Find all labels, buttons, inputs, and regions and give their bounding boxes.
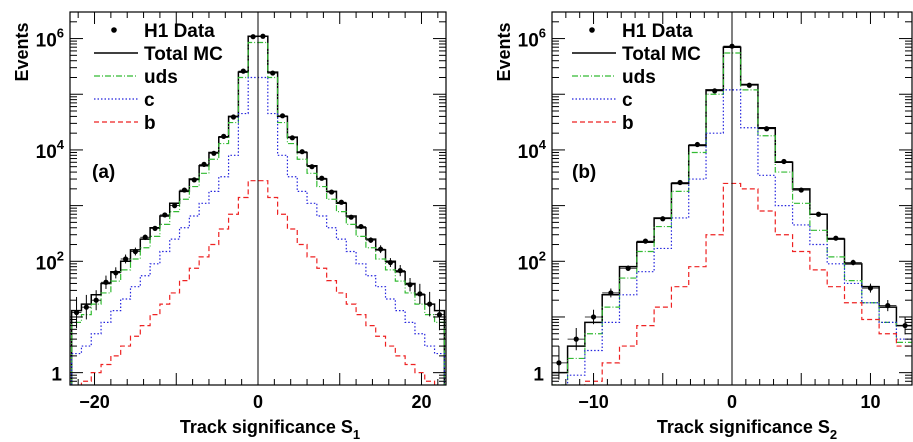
panel-b: 1 102 104 106 −10 0 10 Track significance S2 Eve…	[494, 11, 913, 442]
data-point	[279, 113, 286, 119]
y-tick-label: 1	[51, 365, 62, 386]
data-point	[590, 314, 597, 320]
data-point	[608, 290, 614, 296]
data-point	[397, 268, 403, 274]
data-point	[833, 235, 839, 241]
data-point	[427, 301, 433, 307]
data-point	[417, 291, 423, 297]
data-point	[625, 265, 631, 271]
legend-label: b	[144, 113, 156, 134]
data-point	[103, 279, 109, 285]
data-point	[191, 177, 197, 183]
legend-label: c	[622, 90, 633, 111]
y-tick-label: 1	[533, 365, 544, 386]
data-point	[338, 199, 344, 205]
panel-label: (a)	[92, 162, 115, 183]
legend-label: Total MC	[144, 44, 223, 65]
data-point	[328, 189, 335, 195]
legend-label: uds	[622, 67, 656, 88]
data-point	[677, 179, 683, 186]
data-point	[319, 175, 325, 181]
data-point	[162, 212, 168, 218]
data-point	[250, 34, 256, 40]
y-tick-label: 104	[36, 137, 65, 163]
data-point	[73, 309, 80, 316]
data-point	[556, 360, 562, 366]
data-point	[387, 259, 394, 266]
data-point	[746, 82, 752, 88]
data-point	[83, 304, 89, 310]
data-point	[815, 211, 822, 217]
data-point	[798, 187, 804, 193]
data-point	[885, 303, 891, 309]
x-tick-label: 20	[411, 392, 431, 412]
x-tick-label: 0	[253, 392, 263, 412]
panel-label: (b)	[572, 162, 596, 183]
data-point	[211, 150, 217, 156]
data-point	[132, 248, 138, 255]
data-point	[93, 297, 99, 303]
y-axis-title: Events	[494, 22, 514, 81]
histogram-uds	[552, 52, 912, 385]
data-point	[240, 68, 246, 74]
y-tick-label: 102	[36, 248, 64, 274]
data-point	[270, 70, 276, 76]
legend-label: H1 Data	[144, 21, 215, 42]
legend-label: c	[144, 90, 155, 111]
legend-label: Total MC	[622, 44, 701, 65]
data-point	[781, 158, 787, 165]
x-tick-label: −20	[79, 392, 110, 412]
data-point	[407, 282, 413, 288]
x-tick-label: −10	[578, 392, 609, 412]
data-point	[309, 164, 315, 170]
data-point	[378, 246, 384, 252]
data-point	[642, 238, 649, 244]
y-tick-label: 106	[36, 26, 64, 52]
y-tick-label: 102	[518, 248, 546, 274]
data-point	[850, 259, 856, 266]
histogram-b	[71, 180, 445, 385]
legend-marker-data	[111, 27, 117, 33]
data-point	[368, 237, 374, 243]
data-point	[867, 285, 874, 291]
y-tick-label: 106	[518, 26, 546, 52]
data-point	[348, 214, 354, 220]
data-point	[221, 133, 227, 139]
data-point	[152, 225, 158, 231]
y-axis-title: Events	[12, 22, 32, 81]
data-point	[660, 216, 666, 222]
legend-marker-data	[589, 27, 595, 33]
data-point	[764, 126, 770, 132]
data-point	[573, 336, 579, 342]
data-point	[260, 33, 266, 39]
legend-label: H1 Data	[622, 21, 693, 42]
data-point	[181, 187, 188, 193]
data-point	[358, 223, 364, 230]
legend-label: b	[622, 113, 634, 134]
panel-a: 1 102 104 106 −20 0 20 Track significance S1 Eve…	[12, 11, 447, 442]
x-tick-label: 0	[727, 392, 737, 412]
data-point	[122, 256, 129, 262]
data-point	[436, 312, 443, 318]
x-tick-label: 10	[860, 392, 880, 412]
data-point	[694, 141, 700, 148]
data-point	[289, 135, 295, 141]
data-point	[712, 88, 718, 94]
legend-label: uds	[144, 67, 178, 88]
data-point	[201, 161, 207, 167]
data-point	[142, 234, 148, 240]
histogram-c	[566, 89, 912, 385]
data-point	[230, 114, 237, 120]
y-tick-label: 104	[518, 137, 547, 163]
data-point	[113, 270, 119, 276]
x-axis-title: Track significance S2	[657, 417, 837, 442]
data-point	[172, 203, 178, 209]
x-axis-title: Track significance S1	[180, 417, 360, 442]
data-point	[299, 149, 305, 155]
